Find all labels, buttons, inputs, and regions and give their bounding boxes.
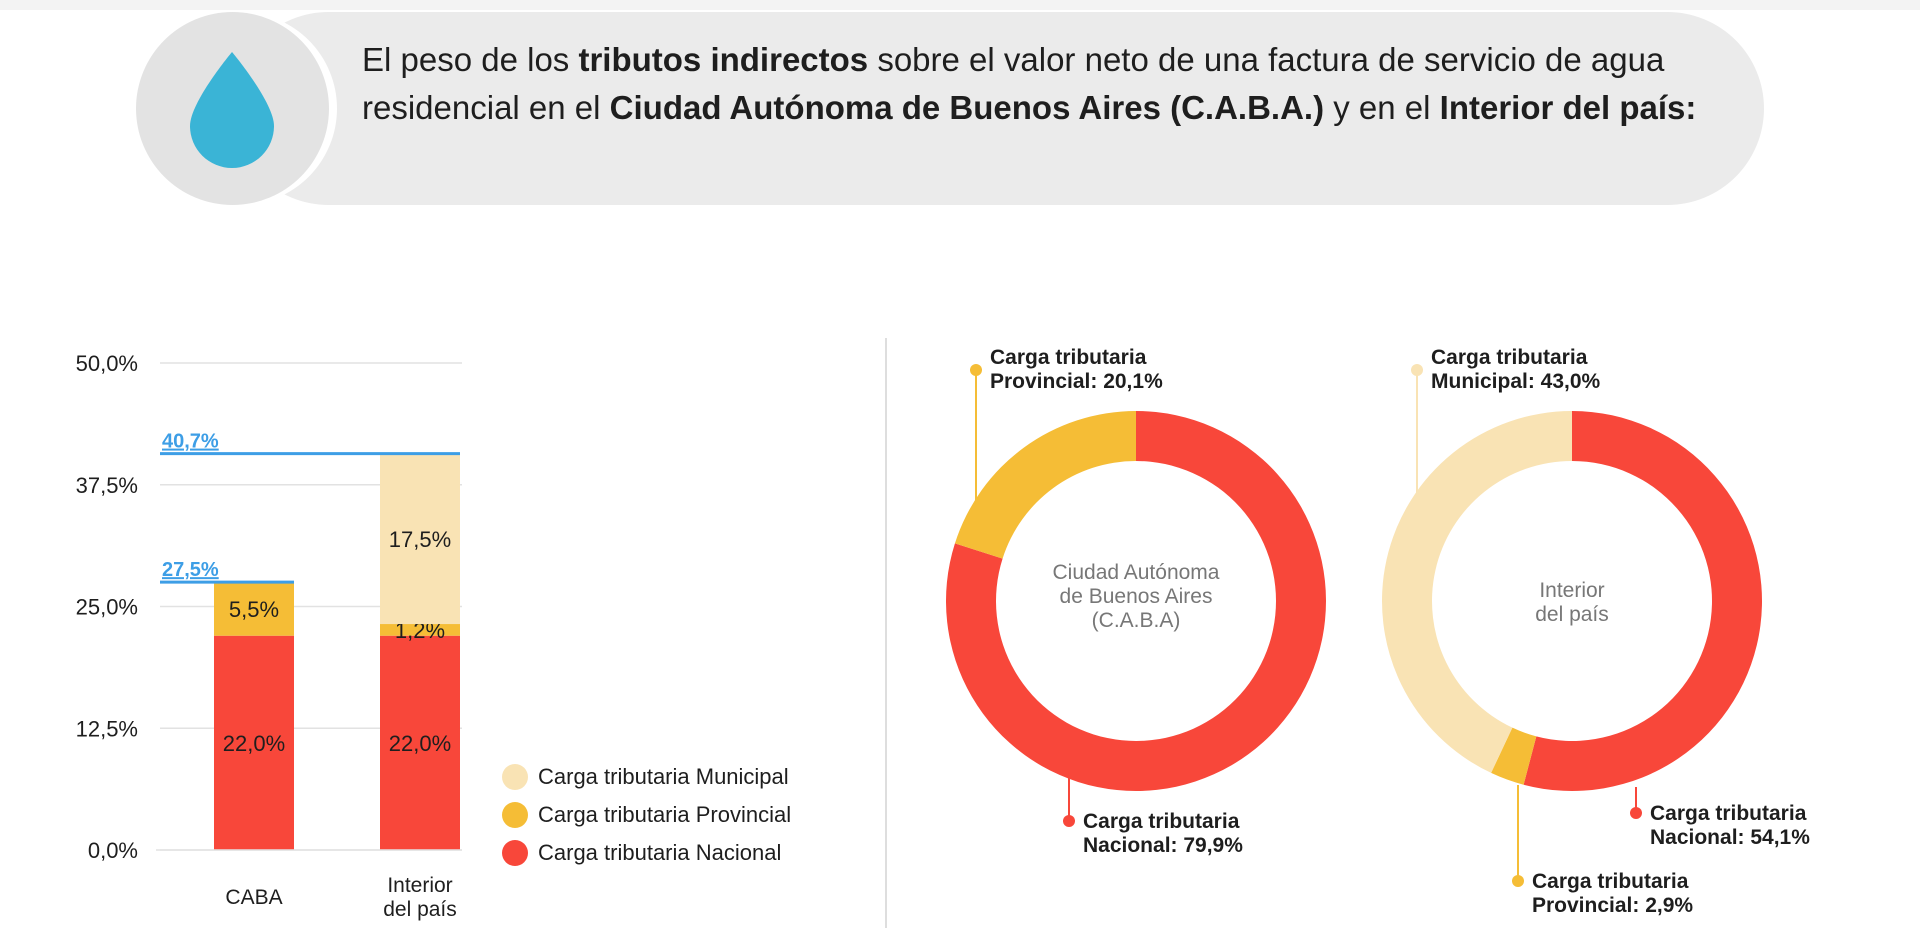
bar-value-label: 22,0%	[223, 731, 285, 756]
chart-divider	[885, 338, 887, 928]
legend-label: Carga tributaria Municipal	[538, 764, 789, 789]
callout-label: Carga tributaria	[990, 346, 1147, 369]
x-tick-label: Interior	[387, 874, 452, 897]
stacked-bar-chart: 0,0% 12,5% 25,0% 37,5% 50,0% 22,0% 5,5% 27,5% CA…	[76, 351, 462, 921]
water-drop-icon	[190, 52, 274, 168]
donut-center-label: Interior	[1539, 579, 1604, 602]
donut-slice-provincial	[954, 411, 1136, 559]
callout-label: Nacional: 54,1%	[1650, 826, 1810, 849]
bar-segment-municipal	[380, 453, 460, 625]
callout-label: Carga tributaria	[1650, 802, 1807, 825]
legend-item-provincial: Carga tributaria Provincial	[502, 796, 791, 834]
donut-center-label: Ciudad Autónoma	[1053, 561, 1220, 584]
donut-center-label: del país	[1535, 603, 1609, 626]
title-segment: tributos indirectos	[578, 41, 869, 78]
donut-center-label: de Buenos Aires	[1060, 585, 1213, 608]
callout-label: Nacional: 79,9%	[1083, 834, 1243, 857]
callout-dot	[970, 364, 982, 376]
title-segment: Ciudad Autónoma de Buenos Aires (C.A.B.A…	[609, 89, 1325, 126]
y-tick-label: 0,0%	[88, 838, 138, 863]
title-segment: sobre el valor neto de una factura de se…	[362, 41, 1665, 126]
y-tick-label: 25,0%	[76, 595, 138, 620]
y-tick-label: 50,0%	[76, 351, 138, 376]
legend-item-municipal: Carga tributaria Municipal	[502, 758, 791, 796]
callout-label: Provincial: 2,9%	[1532, 894, 1693, 917]
donut-slice-provincial	[1491, 727, 1537, 785]
legend-label: Carga tributaria Nacional	[538, 840, 782, 865]
legend-swatch	[502, 764, 528, 790]
callout-label: Provincial: 20,1%	[990, 370, 1163, 393]
bar-value-label: 17,5%	[389, 527, 451, 552]
top-divider	[0, 0, 1920, 10]
icon-circle	[136, 12, 329, 205]
x-tick-label: del país	[383, 898, 457, 921]
title-segment: El peso de los	[362, 41, 579, 78]
callout-dot	[1063, 815, 1075, 827]
legend-item-nacional: Carga tributaria Nacional	[502, 834, 791, 872]
bar-segment-nacional	[380, 635, 460, 850]
y-tick-label: 12,5%	[76, 716, 138, 741]
title-segment: Interior del país:	[1439, 89, 1697, 126]
page-title: El peso de los tributos indirectos sobre…	[362, 36, 1722, 132]
legend-swatch	[502, 802, 528, 828]
legend-label: Carga tributaria Provincial	[538, 802, 792, 827]
callout-dot	[1630, 807, 1642, 819]
bar-segment-nacional	[214, 635, 294, 850]
bar-chart-plot: 0,0% 12,5% 25,0% 37,5% 50,0% 22,0% 5,5% 27,5% CA…	[76, 351, 462, 921]
callout-label: Municipal: 43,0%	[1431, 370, 1601, 393]
callout-label: Carga tributaria	[1431, 346, 1588, 369]
donut-slice-municipal	[1382, 411, 1572, 773]
bar-segment-provincial	[214, 582, 294, 636]
legend-swatch	[502, 840, 528, 866]
donut-slice-nacional	[1523, 411, 1762, 791]
callout-label: Carga tributaria	[1532, 870, 1689, 893]
bar-segment-provincial	[380, 624, 460, 636]
callout-dot	[1411, 364, 1423, 376]
x-tick-label: CABA	[225, 886, 282, 909]
bar-value-label: 5,5%	[229, 597, 279, 622]
callout-dot	[1512, 875, 1524, 887]
chart-legend: Carga tributaria Municipal Carga tributar…	[502, 758, 791, 872]
donut-center-label: (C.A.B.A)	[1092, 609, 1181, 632]
title-banner	[232, 12, 1764, 205]
callout-label: Carga tributaria	[1083, 810, 1240, 833]
title-segment: y en el	[1324, 89, 1440, 126]
y-tick-label: 37,5%	[76, 473, 138, 498]
bar-value-label: 22,0%	[389, 731, 451, 756]
total-label: 27,5%	[162, 559, 219, 581]
total-label: 40,7%	[162, 431, 219, 453]
